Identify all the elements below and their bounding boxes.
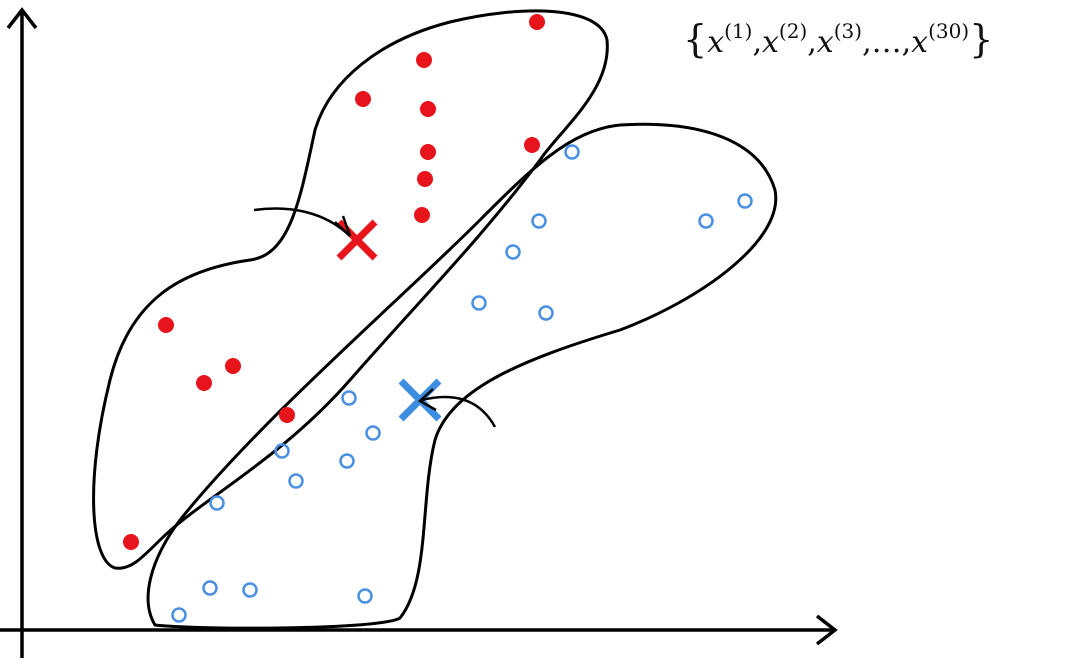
cluster-outlines	[92, 9, 778, 630]
red-points	[123, 14, 545, 550]
comma: ,	[807, 25, 817, 60]
brace: {	[683, 17, 707, 61]
red-point	[123, 534, 139, 550]
red-point	[420, 144, 436, 160]
blue-cluster-outline	[146, 122, 778, 630]
red-point	[417, 171, 433, 187]
superscript: (2)	[779, 19, 807, 43]
arrow	[421, 395, 497, 428]
blue-point	[242, 582, 258, 598]
arrow-head	[334, 215, 352, 237]
variable: x	[817, 25, 834, 60]
blue-point	[339, 453, 355, 469]
blue-point	[288, 473, 304, 489]
superscript: (3)	[834, 19, 862, 43]
arrows	[253, 207, 497, 428]
axes	[0, 7, 838, 658]
red-cluster-outline	[92, 9, 609, 570]
y-axis-arrow	[6, 7, 38, 30]
set-notation: {x(1),x(2),x(3),…,x(30)}	[683, 17, 993, 61]
blue-point	[564, 144, 580, 160]
variable: x	[762, 25, 779, 60]
blue-point	[341, 390, 357, 406]
blue-point	[538, 305, 554, 321]
superscript: (1)	[724, 19, 752, 43]
comma: ,	[752, 25, 762, 60]
blue-point	[505, 244, 521, 260]
red-point	[414, 207, 430, 223]
blue-point	[209, 495, 225, 511]
red-centroid	[336, 219, 378, 261]
red-point	[196, 375, 212, 391]
red-point	[529, 14, 545, 30]
variable: x	[911, 25, 928, 60]
blue-points	[171, 144, 753, 623]
arrow-head	[417, 388, 437, 412]
red-point	[279, 407, 295, 423]
red-point	[524, 137, 540, 153]
blue-point	[471, 295, 487, 311]
red-point	[355, 91, 371, 107]
superscript: (30)	[928, 19, 969, 43]
x-axis-arrow	[815, 614, 838, 646]
blue-point	[531, 213, 547, 229]
blue-point	[365, 425, 381, 441]
blue-point	[274, 443, 290, 459]
blue-point	[202, 580, 218, 596]
ellipsis: …	[872, 25, 902, 60]
comma: ,	[862, 25, 872, 60]
blue-point	[698, 213, 714, 229]
red-point	[225, 358, 241, 374]
centroids	[336, 219, 442, 422]
variable: x	[707, 25, 724, 60]
red-point	[416, 52, 432, 68]
brace: }	[969, 17, 993, 61]
blue-point	[737, 193, 753, 209]
comma: ,	[902, 25, 912, 60]
blue-point	[171, 607, 187, 623]
blue-point	[357, 588, 373, 604]
red-point	[158, 317, 174, 333]
red-point	[420, 101, 436, 117]
